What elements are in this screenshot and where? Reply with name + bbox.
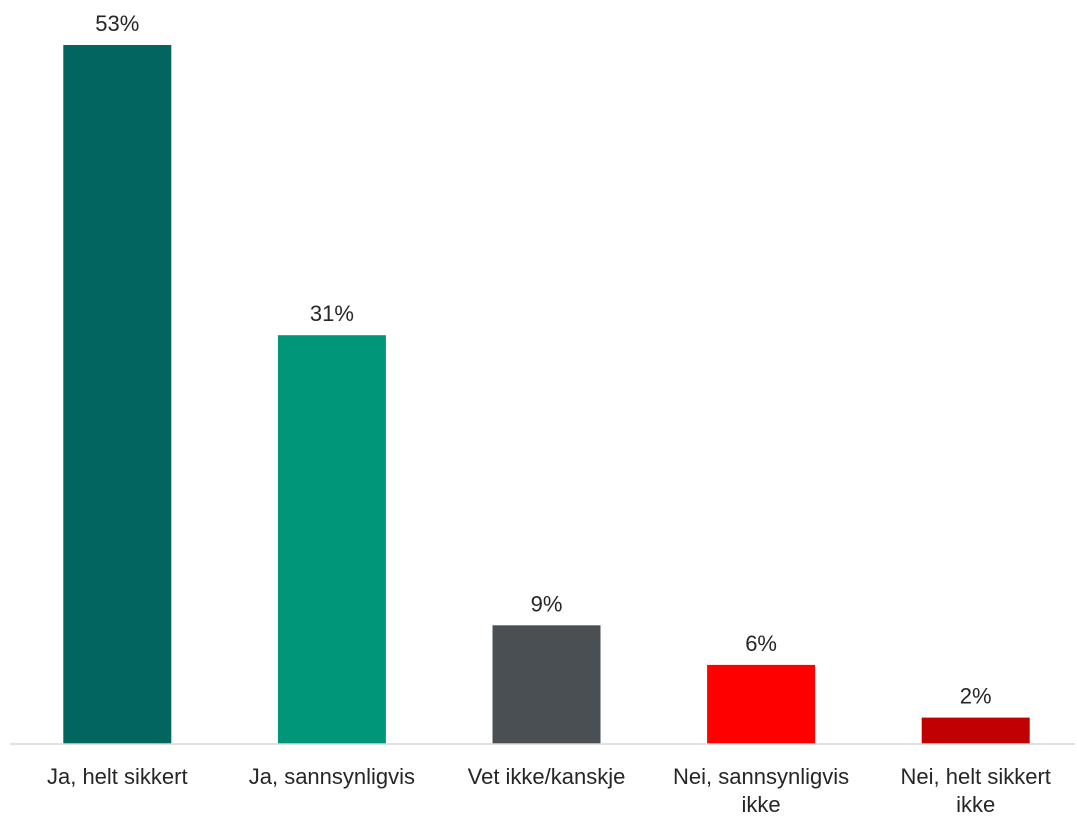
bar-5 [921, 717, 1030, 744]
category-label-1: Ja, helt sikkert [47, 764, 188, 789]
bar-4 [707, 664, 816, 744]
data-label-4: 6% [745, 631, 777, 656]
value-labels-group: 53% 31% 9% 6% 2% [95, 11, 991, 709]
data-label-1: 53% [95, 11, 139, 36]
category-label-4: Nei, sannsynligvis ikke [673, 764, 849, 817]
bar-1 [63, 45, 172, 744]
data-label-5: 2% [960, 684, 992, 709]
bars-group [63, 45, 1030, 744]
bar-3 [492, 625, 601, 744]
bar-2 [277, 335, 386, 744]
category-label-3: Vet ikke/kanskje [468, 764, 626, 789]
data-label-3: 9% [531, 591, 563, 616]
category-labels-group: Ja, helt sikkert Ja, sannsynligvis Vet ikk… [47, 764, 1051, 817]
category-label-5: Nei, helt sikkert ikke [901, 764, 1051, 817]
category-label-2: Ja, sannsynligvis [249, 764, 415, 789]
data-label-2: 31% [310, 301, 354, 326]
